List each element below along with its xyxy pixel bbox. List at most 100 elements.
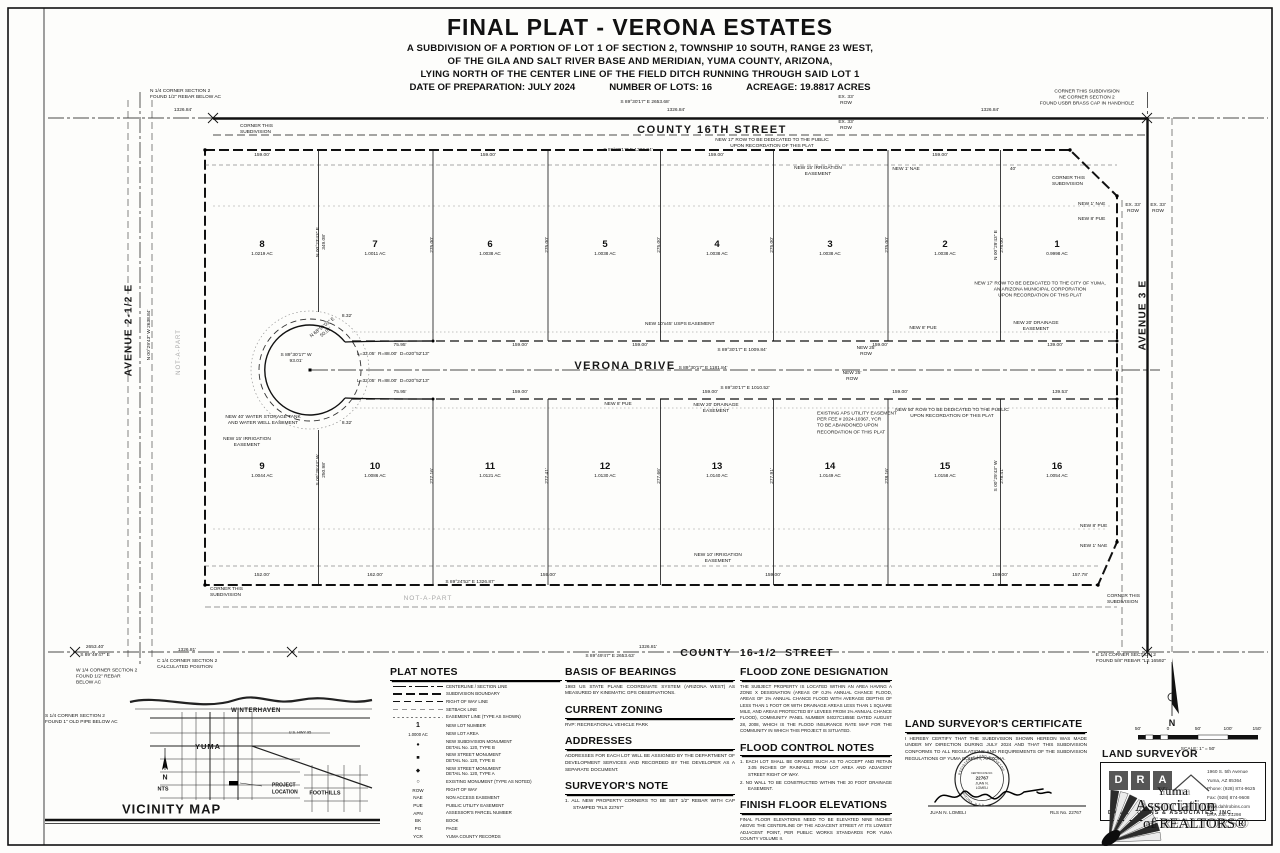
acreage: ACREAGE: 19.8817 ACRES — [746, 82, 871, 93]
map-annotation: 159.00' — [932, 152, 948, 158]
dra-logo-block-1: D — [1109, 771, 1128, 790]
land-surveyor-box: D R A DAHL, ROBINS & ASSOCIATES, INC. 19… — [1100, 762, 1266, 821]
map-annotation: 159.00' — [540, 572, 556, 578]
legend-item: APN ASSESSOR'S PARCEL NUMBER — [413, 810, 512, 816]
map-annotation: EXISTING APS UTILITY EASEMENT PER FEE # … — [817, 411, 897, 436]
map-annotation: S 89°30'17" W 93.01' — [280, 352, 312, 364]
legend-item: ROW RIGHT OF WAY — [412, 787, 478, 793]
map-annotation: NEW 20' DRAINAGE EASEMENT — [1013, 320, 1059, 332]
vicinity-winterhaven: WINTERHAVEN — [231, 708, 281, 715]
north-arrow-label: N — [1168, 718, 1176, 729]
map-annotation: N 00°29'43" W 2638.84' — [146, 309, 152, 361]
lot-16: 16 1.0054 AC — [1046, 461, 1068, 478]
lot-13: 13 1.0140 AC — [706, 461, 728, 478]
scale-label: SCALE: 1" = 50' — [1180, 746, 1216, 752]
map-annotation: NEW 17' ROW TO BE DEDICATED TO THE CITY … — [974, 281, 1106, 300]
map-annotation: 152.00' — [254, 572, 270, 578]
map-annotation: 275.00' — [769, 237, 775, 253]
map-annotation: NEW 1' NAE — [892, 166, 920, 172]
map-annotation: NEW 15' IRRIGATION EASEMENT — [794, 165, 842, 177]
map-annotation: 159.00' — [872, 342, 888, 348]
svg-text:JUAN N.: JUAN N. — [975, 782, 988, 786]
map-annotation: 157.78' — [1072, 572, 1088, 578]
dra-logo-block-3: A — [1153, 771, 1172, 790]
map-annotation: N — [162, 774, 168, 782]
realtors-line-1: Yuma — [1157, 784, 1189, 798]
map-annotation: 0 — [1166, 726, 1170, 732]
map-annotation: NEW 8' PUE — [604, 401, 632, 407]
map-annotation: NEW 40' WATER STORAGE TANK AND WATER WEL… — [225, 414, 301, 426]
svg-text:22767: 22767 — [976, 776, 989, 781]
legend-item: NAE NON ACCESS EASEMENT — [413, 794, 500, 801]
map-annotation: CORNER THIS SUBDIVISION NE CORNER SECTIO… — [1039, 89, 1135, 108]
flood-column: FLOOD ZONE DESIGNATION THE SUBJECT PROPE… — [740, 666, 892, 844]
legend-item: EASEMENT LINE (TYPE AS SHOWN) — [390, 714, 562, 720]
map-annotation: N 00°29'43" E 275.00' — [993, 230, 1005, 260]
flood-zone-body: THE SUBJECT PROPERTY IS LOCATED WITHIN A… — [740, 683, 892, 734]
lot-1: 1 0.9998 AC — [1046, 239, 1068, 256]
legend-item: ■ NEW STREET MONUMENT DETAIL No. 120, TYP… — [416, 752, 502, 764]
map-annotation: L=32.05' R=88.00' D=020°52'13" — [357, 378, 430, 384]
street-county-16-half: COUNTY 16-1/2 STREET — [680, 647, 834, 660]
flood-control-title: FLOOD CONTROL NOTES — [740, 742, 892, 756]
addresses-title: ADDRESSES — [565, 735, 735, 750]
realtors-line-3: of REALTORS® — [1143, 816, 1247, 832]
map-annotation: NEW 17' ROW TO BE DEDICATED TO THE PUBLI… — [715, 137, 829, 149]
vicinity-yuma: YUMA — [194, 742, 222, 752]
addresses-body: ADDRESSES FOR EACH LOT WILL BE ASSIGNED … — [565, 752, 735, 772]
map-annotation: S 89°30'17" E 1181.84' — [678, 365, 728, 371]
map-annotation: NEW 8' PUE — [1078, 216, 1106, 222]
legend-item: 1.0000 AC NEW LOT AREA — [408, 731, 479, 737]
lot-12: 12 1.0130 AC — [594, 461, 616, 478]
map-annotation: S 89°30'17" E 2653.68' — [620, 99, 670, 105]
dra-logo-roof — [1172, 774, 1210, 792]
map-annotation: S 89°49'47" E — [80, 652, 110, 658]
flood-zone-title: FLOOD ZONE DESIGNATION — [740, 666, 892, 681]
map-annotation: NEW 1' NAE — [1080, 543, 1108, 549]
map-annotation: CORNER THIS SUBDIVISION — [240, 123, 273, 135]
vicinity-foothills: FOOTHILLS — [309, 790, 341, 797]
map-annotation: 278.16' — [884, 468, 890, 484]
lot-3: 3 1.0038 AC — [819, 239, 841, 256]
prep-date: DATE OF PREPARATION: JULY 2024 — [409, 82, 576, 93]
map-annotation: NEW 15' IRRIGATION EASEMENT — [223, 436, 271, 448]
map-annotation: EX. 33' ROW — [1150, 202, 1166, 214]
basis-of-bearings-body: 1983 US STATE PLANE COORDINATE SYSTEM (A… — [565, 683, 735, 696]
map-annotation: 159.00' — [512, 389, 528, 395]
current-zoning-title: CURRENT ZONING — [565, 704, 735, 719]
map-annotation: 1326.81' — [638, 644, 658, 650]
vicinity-project-location: PROJECT LOCATION — [272, 782, 298, 796]
map-annotation: 1326.84' — [980, 107, 1000, 113]
culdesac-bulb — [264, 324, 346, 416]
map-annotation: 275.00' — [884, 237, 890, 253]
street-verona-drive: VERONA DRIVE — [574, 359, 676, 372]
lot-2: 2 1.0038 AC — [934, 239, 956, 256]
legend-item: BK BOOK — [414, 818, 459, 824]
map-annotation: EX. 33' ROW — [838, 94, 854, 106]
certificate-title: LAND SURVEYOR'S CERTIFICATE — [905, 718, 1087, 733]
realtors-line-2: Association — [1135, 796, 1216, 815]
certificate-section: LAND SURVEYOR'S CERTIFICATE I HEREBY CER… — [905, 718, 1087, 765]
legend-item: PUE PUBLIC UTILITY EASEMENT — [413, 802, 505, 808]
street-county-16th: COUNTY 16TH STREET — [637, 123, 787, 136]
lot-10: 10 1.0086 AC — [364, 461, 386, 478]
legend-item: ● NEW SUBDIVISION MONUMENT DETAIL No. 120… — [416, 739, 513, 750]
legend-item: 1 NEW LOT NUMBER — [416, 722, 486, 730]
legend-line-rw — [393, 701, 443, 703]
map-annotation: 159.00' — [254, 152, 270, 158]
legend-item: SETBACK LINE — [390, 707, 562, 713]
map-annotation: NEW 50' ROW TO BE DEDICATED TO THE PUBLI… — [895, 407, 1009, 419]
map-annotation: 40' — [1009, 166, 1017, 172]
map-annotation: 1326.81' — [177, 647, 197, 653]
map-annotation: NTS — [157, 786, 169, 793]
map-annotation: L=32.05' R=88.00' D=020°52'13" — [357, 351, 430, 357]
lot-9: 9 1.0044 AC — [251, 461, 273, 478]
scale-bar — [1138, 734, 1258, 740]
map-annotation: NEW 25' ROW — [842, 370, 862, 382]
map-annotation: S 00°29'43" W 278.41' — [993, 460, 1005, 492]
finish-floor-body: FINAL FLOOR ELEVATIONS NEED TO BE ELEVAT… — [740, 816, 892, 841]
map-annotation: N 68°56'03" E 50.01' — [309, 316, 337, 340]
map-annotation: 159.00' — [512, 342, 528, 348]
map-annotation: CORNER THIS SUBDIVISION — [210, 586, 243, 598]
certificate-body: I HEREBY CERTIFY THAT THE SUBDIVISION SH… — [905, 735, 1087, 761]
